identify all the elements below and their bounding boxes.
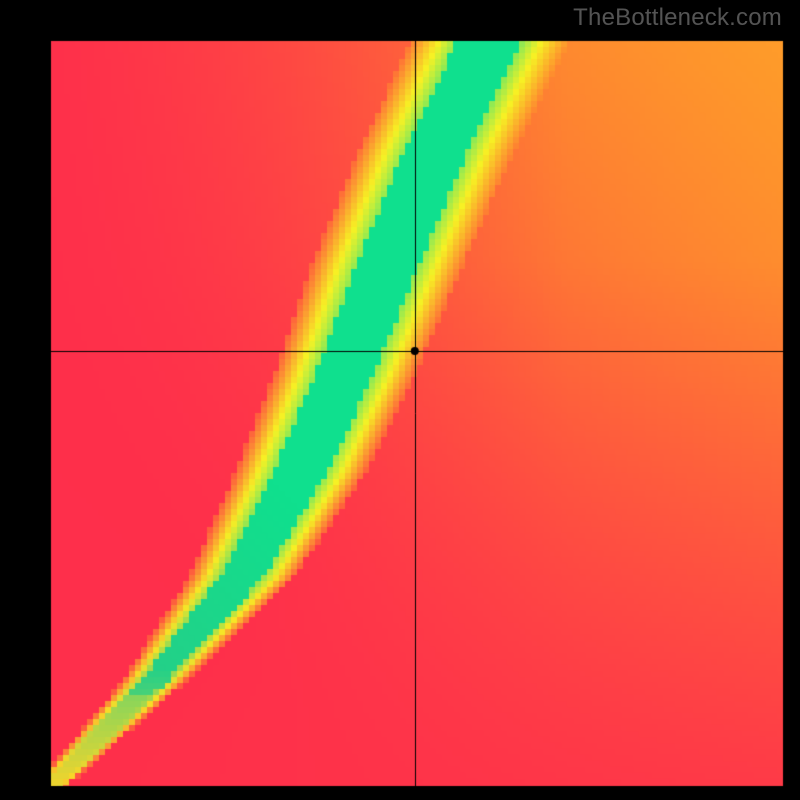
watermark-text: TheBottleneck.com bbox=[573, 4, 782, 32]
heatmap-canvas bbox=[0, 0, 800, 800]
stage: TheBottleneck.com bbox=[0, 0, 800, 800]
